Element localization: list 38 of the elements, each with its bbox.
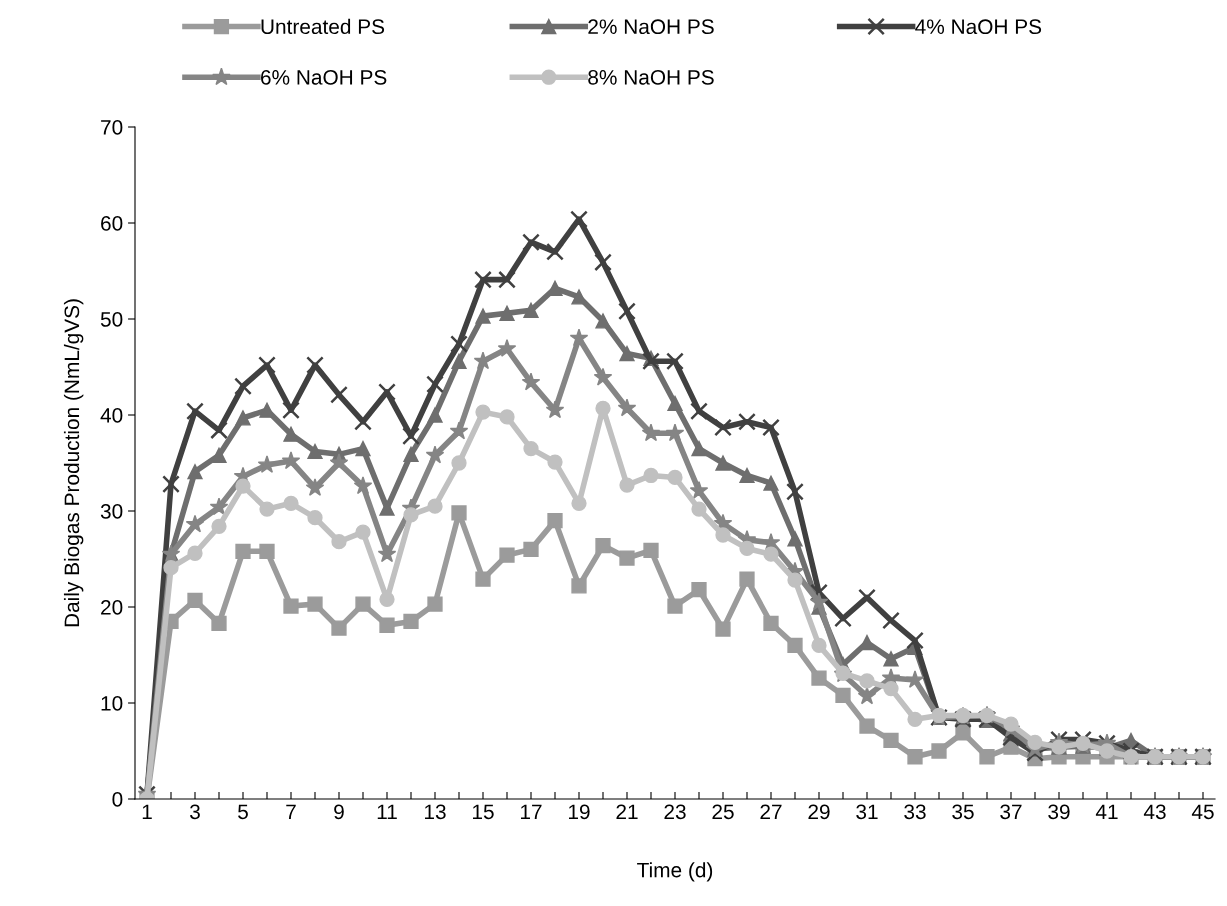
x-tick-label: 1 — [142, 804, 152, 819]
x-tick-label: 19 — [569, 804, 590, 820]
legend-label: 8% NaOH PS — [588, 69, 714, 85]
x-tick-label: 7 — [286, 804, 296, 819]
x-tick-label: 37 — [1000, 804, 1022, 820]
y-axis-title: Daily Biogas Production (NmL/gVS) — [63, 299, 84, 627]
x-tick-label: 31 — [856, 804, 878, 820]
y-tick-label: 10 — [101, 696, 123, 711]
x-tick-label: 13 — [425, 804, 446, 820]
x-tick-label: 39 — [1048, 804, 1070, 820]
legend-label: 2% NaOH PS — [588, 19, 714, 35]
y-tick-label: 20 — [101, 600, 123, 615]
x-tick-label: 29 — [808, 804, 830, 820]
y-tick-label: 30 — [100, 504, 123, 519]
y-tick-label: 40 — [100, 408, 123, 423]
x-axis-title: Time (d) — [637, 862, 713, 882]
x-tick-label: 33 — [904, 804, 926, 820]
x-tick-label: 41 — [1095, 804, 1118, 819]
x-tick-label: 45 — [1191, 804, 1214, 820]
x-tick-label: 35 — [952, 804, 974, 820]
y-tick-label: 60 — [101, 216, 123, 231]
x-tick-label: 25 — [712, 804, 734, 820]
x-tick-label: 3 — [190, 804, 200, 820]
x-tick-label: 9 — [334, 804, 344, 820]
legend-label: 6% NaOH PS — [261, 69, 387, 85]
y-tick-label: 70 — [101, 120, 123, 135]
y-tick-label: 0 — [112, 792, 123, 807]
legend-label: Untreated PS — [261, 18, 385, 35]
x-tick-label: 43 — [1143, 804, 1166, 820]
y-tick-label: 50 — [100, 312, 123, 327]
x-tick-label: 21 — [616, 804, 638, 819]
x-tick-label: 11 — [377, 804, 397, 819]
legend-label: 4% NaOH PS — [915, 19, 1042, 35]
x-tick-label: 5 — [238, 804, 248, 820]
x-tick-label: 23 — [664, 804, 686, 820]
x-tick-label: 15 — [473, 804, 494, 820]
x-tick-label: 27 — [760, 804, 782, 819]
x-tick-label: 17 — [521, 804, 542, 819]
